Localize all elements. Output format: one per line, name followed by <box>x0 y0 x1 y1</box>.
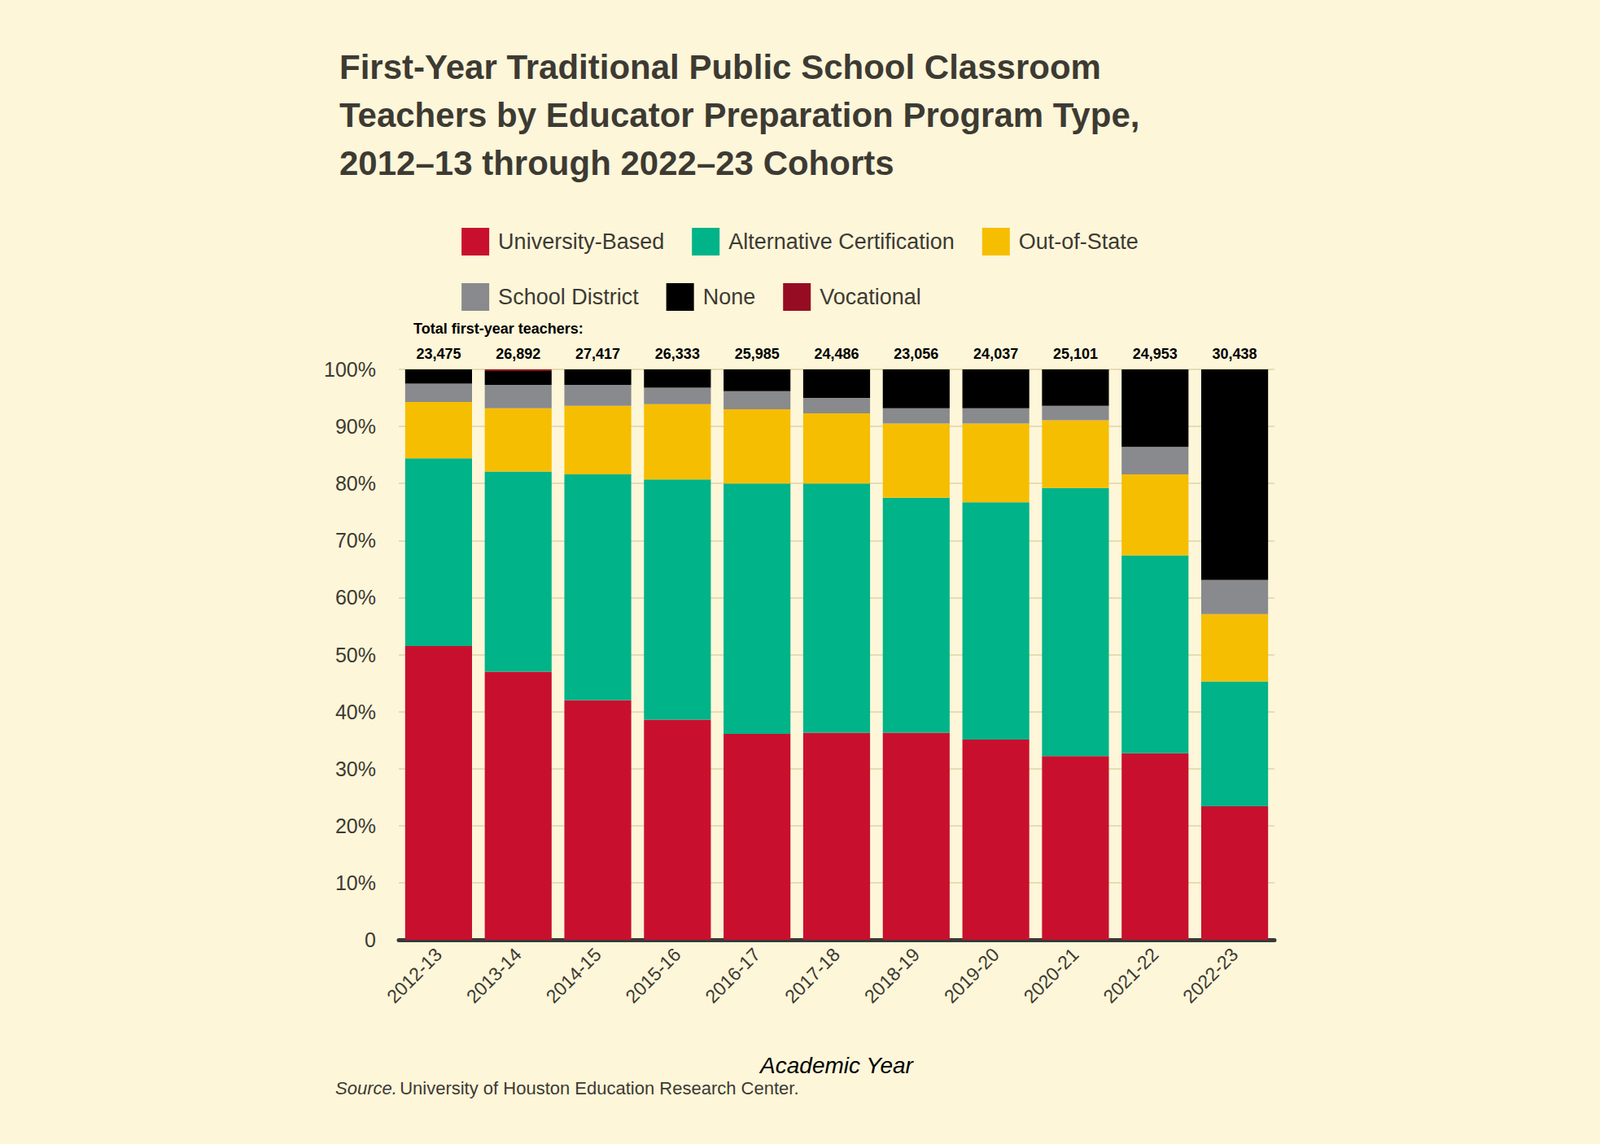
svg-text:90%: 90% <box>335 415 376 438</box>
svg-text:2021-22: 2021-22 <box>1098 944 1163 1008</box>
svg-text:Out-of-State: Out-of-State <box>1018 229 1139 254</box>
svg-text:50%: 50% <box>335 643 376 667</box>
svg-text:100%: 100% <box>323 358 376 381</box>
svg-text:2012-13: 2012-13 <box>382 944 446 1008</box>
svg-text:30%: 30% <box>335 757 376 781</box>
svg-text:60%: 60% <box>335 585 376 609</box>
svg-text:2012–13 through 2022–23 Cohort: 2012–13 through 2022–23 Cohorts <box>339 144 895 183</box>
svg-text:2020-21: 2020-21 <box>1019 944 1084 1008</box>
svg-text:40%: 40% <box>335 700 376 724</box>
svg-text:30,438: 30,438 <box>1212 345 1258 363</box>
svg-text:Teachers by Educator Preparati: Teachers by Educator Preparation Program… <box>339 96 1150 135</box>
svg-text:None: None <box>703 284 757 310</box>
svg-text:Total first-year teachers:: Total first-year teachers: <box>413 320 584 337</box>
svg-text:24,953: 24,953 <box>1132 345 1178 363</box>
svg-text:University-Based: University-Based <box>498 229 665 254</box>
svg-text:Alternative Certification: Alternative Certification <box>728 229 955 254</box>
svg-text:Source.: Source. <box>335 1078 398 1099</box>
svg-text:2022-23: 2022-23 <box>1178 944 1242 1008</box>
svg-text:First-Year Traditional Public: First-Year Traditional Public School Cla… <box>339 48 1111 87</box>
svg-text:24,037: 24,037 <box>973 345 1019 363</box>
svg-text:0: 0 <box>364 928 376 952</box>
svg-text:23,056: 23,056 <box>893 345 939 363</box>
svg-text:70%: 70% <box>335 528 376 552</box>
svg-text:Academic Year: Academic Year <box>758 1053 914 1079</box>
svg-text:80%: 80% <box>335 472 376 495</box>
svg-text:26,892: 26,892 <box>495 345 541 363</box>
svg-text:2016-17: 2016-17 <box>700 944 765 1008</box>
svg-text:2019-20: 2019-20 <box>939 944 1004 1008</box>
svg-text:2018-19: 2018-19 <box>860 944 924 1008</box>
svg-text:25,101: 25,101 <box>1053 345 1098 363</box>
svg-text:2017-18: 2017-18 <box>780 944 844 1008</box>
svg-text:20%: 20% <box>335 814 376 838</box>
svg-text:25,985: 25,985 <box>734 345 780 363</box>
svg-text:University of Houston Educatio: University of Houston Education Research… <box>399 1078 799 1099</box>
svg-text:27,417: 27,417 <box>575 345 621 363</box>
svg-text:2014-15: 2014-15 <box>542 944 606 1008</box>
svg-text:2015-16: 2015-16 <box>621 944 686 1008</box>
svg-text:26,333: 26,333 <box>655 345 700 363</box>
svg-text:23,475: 23,475 <box>415 345 461 363</box>
svg-text:2013-14: 2013-14 <box>462 944 526 1008</box>
svg-text:24,486: 24,486 <box>813 345 859 363</box>
svg-text:10%: 10% <box>335 871 376 895</box>
svg-text:Vocational: Vocational <box>819 284 922 310</box>
svg-text:School District: School District <box>498 284 639 310</box>
